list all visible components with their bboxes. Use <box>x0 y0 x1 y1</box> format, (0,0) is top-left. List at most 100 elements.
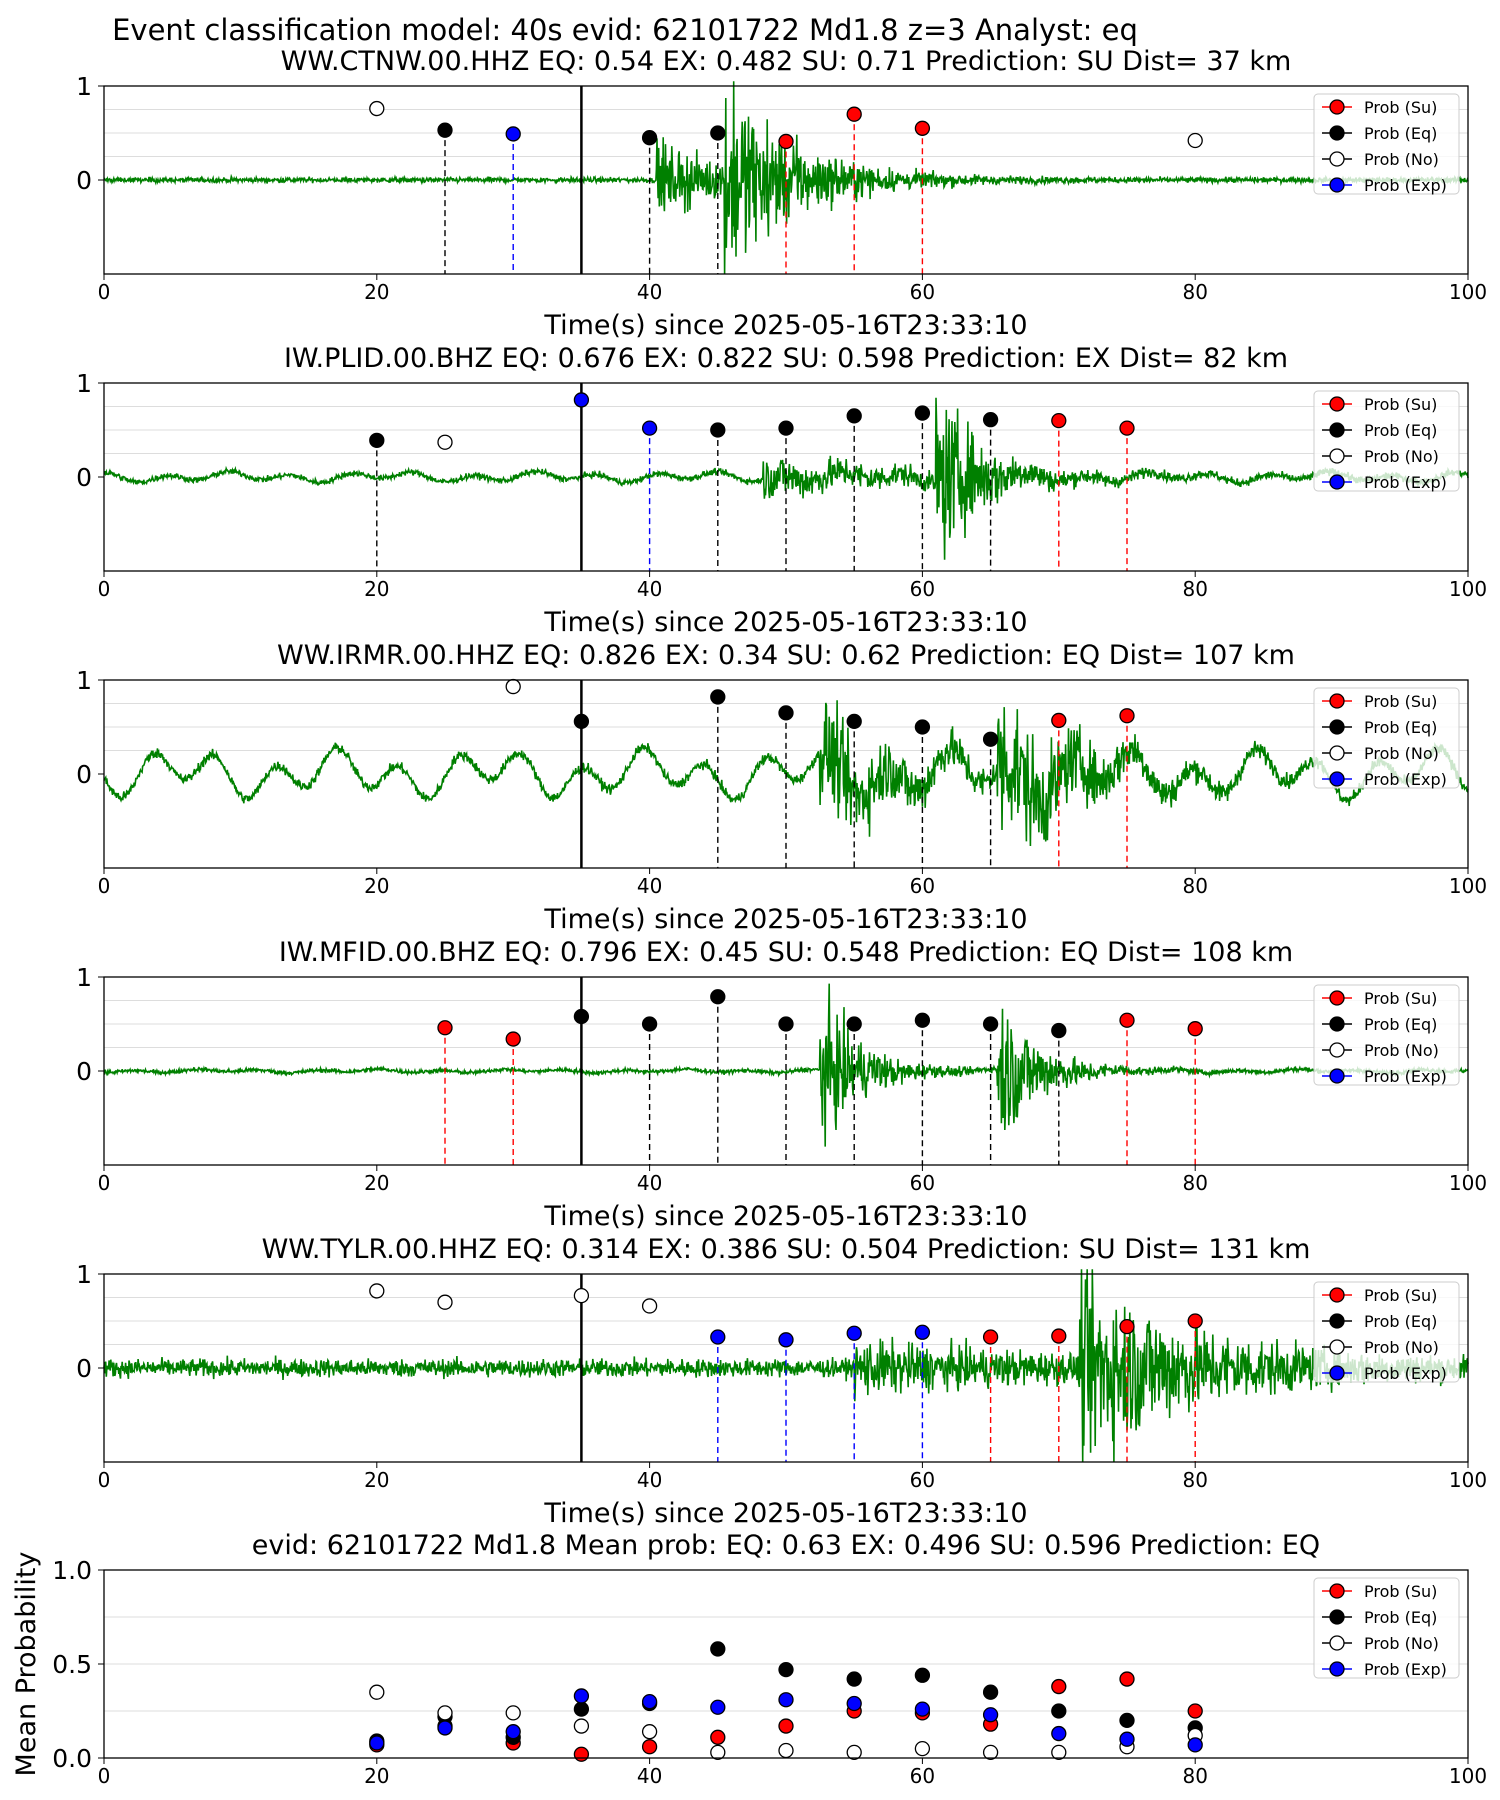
mean-marker-no <box>437 1705 453 1721</box>
mean-marker-no <box>573 1718 590 1734</box>
mean-marker-no <box>369 1684 385 1700</box>
panel-title: IW.MFID.00.BHZ EQ: 0.796 EX: 0.45 SU: 0.… <box>279 937 1293 968</box>
legend-label-eq: Prob (Eq) <box>1364 718 1437 737</box>
x-tick-label: 60 <box>910 577 935 601</box>
x-tick-label: 40 <box>637 1171 662 1195</box>
mean-marker-eq <box>1119 1712 1135 1729</box>
prob-marker-no <box>1187 132 1203 149</box>
station-panel-3: WW.IRMR.00.HHZ EQ: 0.826 EX: 0.34 SU: 0.… <box>76 640 1487 935</box>
legend-marker-no <box>1329 151 1345 167</box>
y-tick-label: 0.5 <box>52 1650 92 1679</box>
prob-marker-exp <box>505 126 521 142</box>
legend-marker-eq <box>1329 1016 1345 1032</box>
prob-marker-su <box>1051 1328 1067 1344</box>
prob-marker-eq <box>846 1016 862 1032</box>
prob-marker-no <box>369 100 385 117</box>
x-tick-label: 20 <box>364 874 389 898</box>
legend-marker-su <box>1329 693 1345 709</box>
prob-marker-su <box>1119 1318 1135 1335</box>
x-tick-label: 0 <box>98 1171 111 1195</box>
prob-marker-eq <box>914 719 931 735</box>
prob-marker-no <box>573 1287 590 1304</box>
prob-marker-su <box>778 133 794 150</box>
mean-marker-exp <box>1187 1737 1203 1753</box>
prob-marker-su <box>982 1329 999 1345</box>
x-axis-label: Time(s) since 2025-05-16T23:33:10 <box>543 1498 1027 1529</box>
waveform-trace <box>103 700 1469 847</box>
x-tick-label: 60 <box>910 1171 935 1195</box>
x-tick-label: 60 <box>910 280 935 304</box>
legend-marker-exp <box>1329 771 1345 787</box>
panel-title: WW.TYLR.00.HHZ EQ: 0.314 EX: 0.386 SU: 0… <box>262 1234 1311 1265</box>
x-tick-label: 0 <box>98 280 111 304</box>
waveform-trace <box>103 983 1469 1147</box>
prob-marker-su <box>1051 712 1067 729</box>
prob-marker-su <box>1187 1313 1203 1329</box>
mean-marker-exp <box>914 1701 931 1717</box>
prob-marker-eq <box>369 432 385 448</box>
x-tick-label: 40 <box>637 1468 662 1492</box>
prob-marker-su <box>1119 1012 1135 1028</box>
legend-label-su: Prob (Su) <box>1364 989 1437 1008</box>
x-axis-label: Time(s) since 2025-05-16T23:33:10 <box>543 607 1027 638</box>
panel-title: evid: 62101722 Md1.8 Mean prob: EQ: 0.63… <box>252 1530 1320 1561</box>
x-tick-label: 40 <box>637 874 662 898</box>
y-tick-label: 0 <box>76 463 92 492</box>
mean-marker-su <box>778 1718 794 1734</box>
waveform-trace <box>103 81 1469 275</box>
legend-marker-exp <box>1329 177 1345 193</box>
prob-marker-eq <box>846 713 862 730</box>
mean-probability-panel: evid: 62101722 Md1.8 Mean prob: EQ: 0.63… <box>11 1530 1487 1788</box>
mean-marker-no <box>778 1742 794 1759</box>
mean-marker-su <box>1187 1703 1203 1719</box>
x-tick-label: 60 <box>910 1468 935 1492</box>
x-tick-label: 40 <box>637 280 662 304</box>
mean-marker-su <box>1051 1678 1067 1695</box>
mean-marker-exp <box>437 1720 453 1736</box>
station-panel-5: WW.TYLR.00.HHZ EQ: 0.314 EX: 0.386 SU: 0… <box>76 1234 1487 1529</box>
mean-marker-eq <box>982 1684 999 1700</box>
mean-marker-eq <box>573 1701 590 1717</box>
prob-marker-eq <box>710 125 726 141</box>
prob-marker-eq <box>710 422 726 438</box>
mean-marker-su <box>710 1729 726 1745</box>
mean-marker-no <box>1051 1744 1067 1761</box>
prob-marker-exp <box>573 392 590 408</box>
y-axis-label: Mean Probability <box>11 1552 42 1777</box>
x-tick-label: 0 <box>98 874 111 898</box>
prob-marker-no <box>369 1283 385 1299</box>
y-tick-label: 1.0 <box>52 1556 92 1585</box>
x-tick-label: 20 <box>364 577 389 601</box>
panel-title: WW.IRMR.00.HHZ EQ: 0.826 EX: 0.34 SU: 0.… <box>277 640 1295 671</box>
x-tick-label: 0 <box>98 577 111 601</box>
prob-marker-eq <box>914 1012 931 1028</box>
legend-marker-eq <box>1329 1609 1345 1625</box>
mean-marker-exp <box>710 1699 726 1715</box>
x-tick-label: 40 <box>637 577 662 601</box>
mean-marker-exp <box>846 1695 862 1712</box>
prob-marker-exp <box>710 1329 726 1345</box>
mean-marker-eq <box>1051 1703 1067 1719</box>
legend-label-su: Prob (Su) <box>1364 98 1437 117</box>
legend-marker-su <box>1329 990 1345 1006</box>
mean-marker-no <box>982 1744 999 1761</box>
legend-label-no: Prob (No) <box>1364 1338 1439 1357</box>
prob-marker-no <box>437 434 453 450</box>
legend-label-eq: Prob (Eq) <box>1364 1312 1437 1331</box>
legend-label-exp: Prob (Exp) <box>1364 1364 1447 1383</box>
x-tick-label: 20 <box>364 1468 389 1492</box>
y-tick-label: 0 <box>76 166 92 195</box>
y-tick-label: 0 <box>76 760 92 789</box>
x-tick-label: 100 <box>1449 1468 1487 1492</box>
legend-marker-exp <box>1329 474 1345 490</box>
x-tick-label: 100 <box>1449 874 1487 898</box>
prob-marker-exp <box>914 1324 931 1340</box>
mean-marker-eq <box>846 1671 862 1687</box>
prob-marker-eq <box>778 420 794 436</box>
prob-marker-su <box>505 1031 521 1047</box>
legend-box <box>1313 984 1460 1086</box>
mean-marker-exp <box>1119 1731 1135 1747</box>
legend-label-eq: Prob (Eq) <box>1364 1608 1437 1627</box>
legend-label-eq: Prob (Eq) <box>1364 421 1437 440</box>
panel-title: IW.PLID.00.BHZ EQ: 0.676 EX: 0.822 SU: 0… <box>284 343 1288 374</box>
